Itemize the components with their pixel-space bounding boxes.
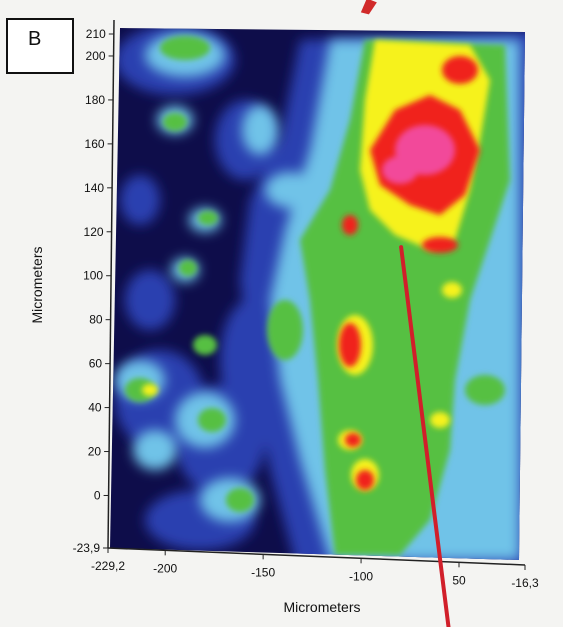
x-tick-label: -16,3 (511, 576, 539, 590)
y-tick-label: 40 (88, 401, 102, 415)
x-tick-label: -100 (349, 569, 373, 583)
y-tick-label: 200 (86, 49, 106, 63)
y-tick-label: -23,9 (73, 541, 101, 555)
x-axis-label: Micrometers (283, 599, 360, 615)
y-tick-label: 80 (89, 313, 103, 327)
panel-label-box (6, 18, 74, 74)
annotations (360, 0, 451, 627)
y-tick-label: 140 (84, 181, 104, 195)
y-tick-label: 100 (83, 269, 103, 283)
heatmap-level-6 (382, 125, 455, 184)
x-tick-label: -150 (251, 565, 275, 579)
x-axis-line (107, 547, 526, 566)
axes (107, 19, 526, 566)
y-tick-label: 20 (88, 445, 102, 459)
panel-label: B (28, 28, 42, 50)
y-tick-label: 120 (84, 225, 104, 239)
y-tick-label: 160 (85, 137, 105, 151)
y-tick-label: 210 (86, 27, 106, 41)
x-ticks: -229,2 -200 -150 -100 50 -16,3 (91, 548, 539, 590)
y-tick-label: 180 (85, 93, 105, 107)
y-tick-label: 60 (89, 357, 103, 371)
x-tick-label: 50 (452, 573, 466, 587)
annotation-pointer-line (399, 245, 451, 627)
heatmap-field (110, 28, 525, 560)
x-tick-label: -229,2 (91, 559, 125, 573)
y-axis-label: Micrometers (29, 246, 45, 323)
y-tick-label: 0 (94, 488, 101, 502)
y-axis-line (107, 19, 115, 549)
x-tick-label: -200 (153, 561, 177, 575)
annotation-arrow (360, 0, 377, 15)
